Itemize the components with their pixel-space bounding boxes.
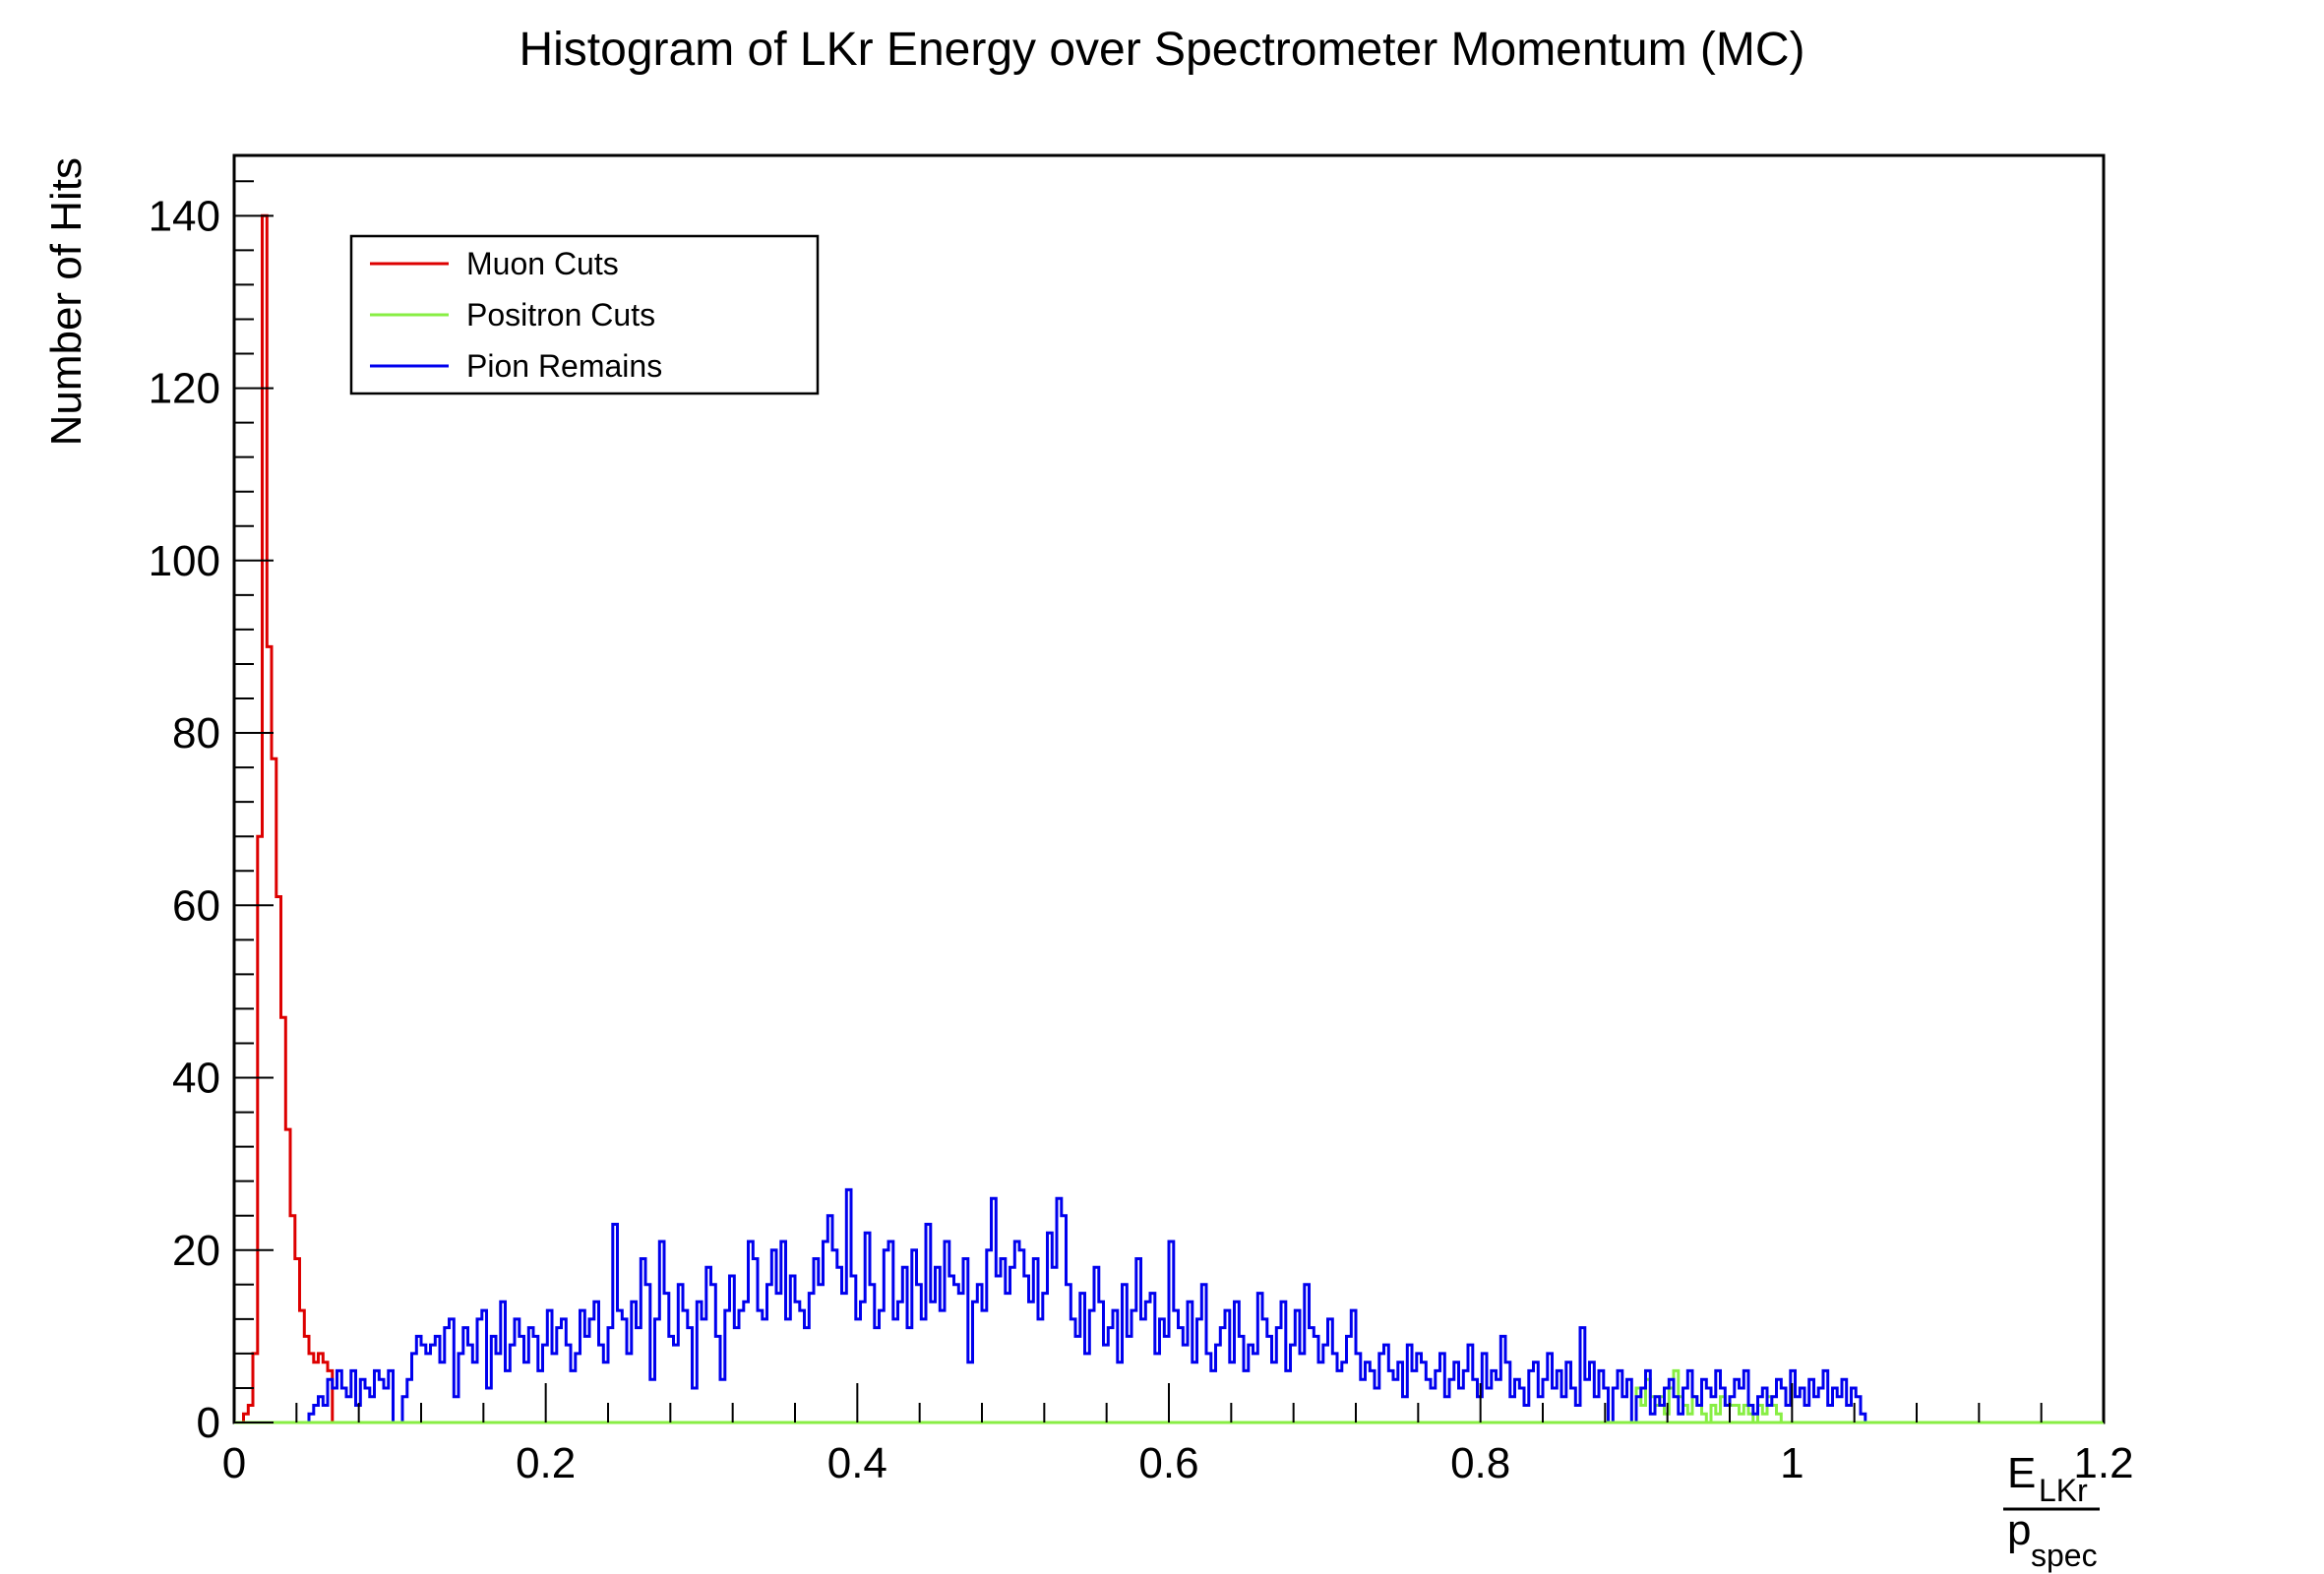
x-tick-label: 1.2 bbox=[2073, 1439, 2133, 1487]
y-tick-label: 100 bbox=[149, 537, 220, 585]
y-tick-label: 0 bbox=[197, 1399, 220, 1447]
legend: Muon Cuts Positron Cuts Pion Remains bbox=[349, 234, 820, 395]
legend-label: Muon Cuts bbox=[466, 246, 619, 281]
y-tick-label: 80 bbox=[172, 709, 220, 757]
y-axis-label: Number of Hits bbox=[42, 157, 91, 446]
x-tick-label: 0.4 bbox=[827, 1439, 887, 1487]
x-axis-label: E LKr p spec bbox=[2003, 1449, 2100, 1573]
series-muon-cuts bbox=[238, 213, 335, 1424]
x-tick-label: 0 bbox=[222, 1439, 246, 1487]
y-tick-label: 120 bbox=[149, 365, 220, 413]
x-label-denominator: p bbox=[2007, 1506, 2031, 1554]
x-tick-label: 0.8 bbox=[1450, 1439, 1510, 1487]
y-tick-label: 40 bbox=[172, 1055, 220, 1103]
x-axis: 0 0.2 0.4 0.6 0.8 1 1.2 bbox=[222, 1383, 2134, 1487]
series-layer bbox=[234, 213, 2104, 1424]
y-tick-label: 140 bbox=[149, 192, 220, 240]
series-pion-remains bbox=[307, 1187, 1945, 1424]
x-tick-label: 1 bbox=[1780, 1439, 1804, 1487]
x-label-numerator: E bbox=[2007, 1449, 2036, 1497]
y-axis: 0 20 40 60 80 100 120 140 bbox=[149, 180, 274, 1447]
legend-label: Pion Remains bbox=[466, 348, 662, 384]
y-tick-label: 60 bbox=[172, 881, 220, 930]
y-tick-label: 20 bbox=[172, 1227, 220, 1275]
x-tick-label: 0.6 bbox=[1138, 1439, 1198, 1487]
x-tick-label: 0.2 bbox=[516, 1439, 576, 1487]
legend-label: Positron Cuts bbox=[466, 297, 655, 333]
x-label-denominator-sub: spec bbox=[2031, 1538, 2098, 1573]
x-label-numerator-sub: LKr bbox=[2039, 1473, 2088, 1508]
chart-title: Histogram of LKr Energy over Spectromete… bbox=[519, 24, 1804, 76]
